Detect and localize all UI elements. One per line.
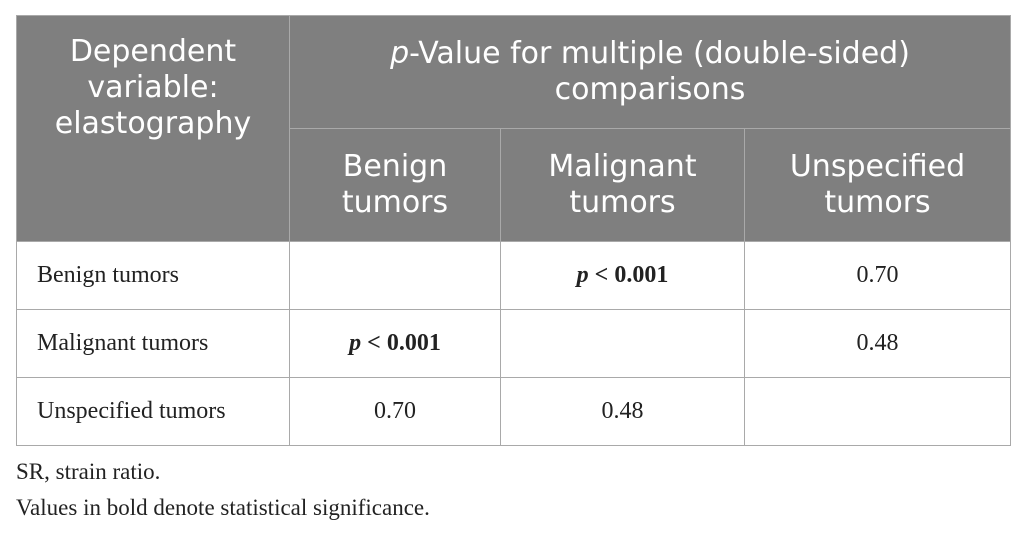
p-symbol: p: [576, 262, 589, 288]
row-label-malignant: Malignant tumors: [16, 309, 290, 378]
cell-unspecified-benign: 0.70: [289, 377, 501, 446]
cell-unspecified-malignant: 0.48: [500, 377, 745, 446]
comparison-table: Dependent variable: elastography p-Value…: [16, 15, 1012, 446]
footnotes: SR, strain ratio. Values in bold denote …: [16, 454, 430, 526]
footnote-significance: Values in bold denote statistical signif…: [16, 495, 430, 520]
row-label-benign: Benign tumors: [16, 241, 290, 310]
row-label-unspecified: Unspecified tumors: [16, 377, 290, 446]
col-header-unspecified: Unspecified tumors: [743, 128, 1012, 242]
dependent-variable-header: Dependent variable: elastography: [16, 15, 290, 242]
pvalue-group-header: p-Value for multiple (double-sided) comp…: [288, 15, 1012, 129]
cell-benign-malignant: p < 0.001: [500, 241, 745, 310]
pvalue-p-symbol: p: [390, 36, 410, 71]
cell-benign-unspecified: 0.70: [743, 241, 1012, 310]
cell-benign-benign: [289, 241, 501, 310]
footnote-abbreviation: SR, strain ratio.: [16, 459, 161, 484]
table-row: Unspecified tumors 0.70 0.48: [16, 377, 1012, 446]
cell-malignant-malignant: [500, 309, 745, 378]
p-symbol: p: [349, 330, 362, 356]
table-row: Benign tumors p < 0.001 0.70: [16, 241, 1012, 310]
col-header-malignant: Malignant tumors: [500, 128, 745, 242]
col-header-benign: Benign tumors: [289, 128, 501, 242]
cell-malignant-unspecified: 0.48: [743, 309, 1012, 378]
cell-unspecified-unspecified: [743, 377, 1012, 446]
pvalue-header-text: -Value for multiple (double-sided) compa…: [409, 36, 910, 107]
table-row: Malignant tumors p < 0.001 0.48: [16, 309, 1012, 378]
cell-malignant-benign: p < 0.001: [289, 309, 501, 378]
